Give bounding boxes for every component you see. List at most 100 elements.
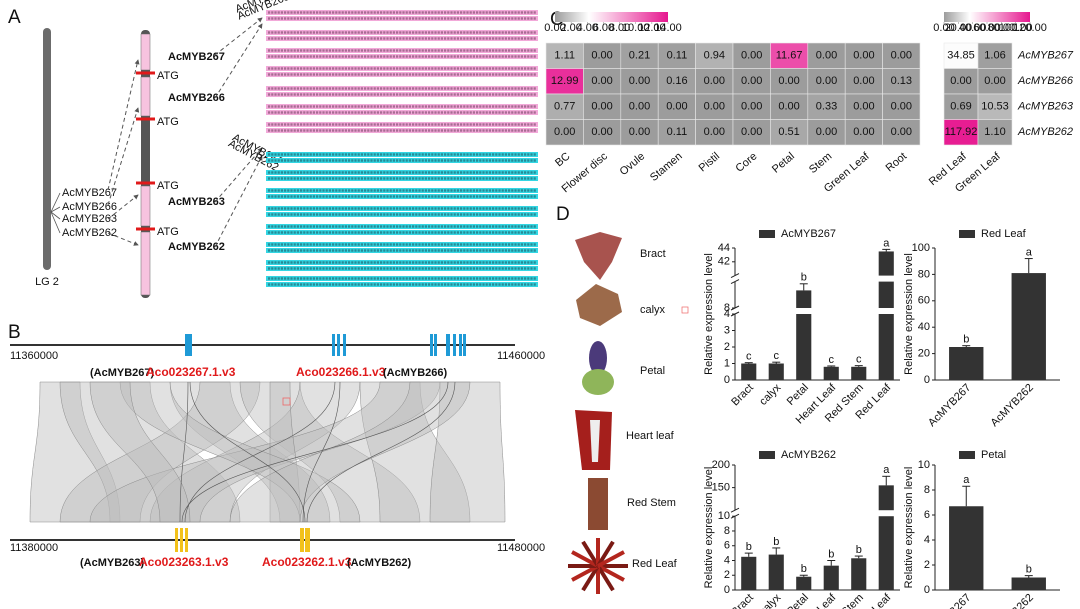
sequence-glyph	[300, 55, 303, 58]
sequence-glyph	[418, 11, 421, 14]
sequence-glyph	[399, 17, 402, 20]
sequence-glyph	[316, 153, 319, 156]
sequence-glyph	[303, 93, 306, 96]
sequence-glyph	[447, 73, 450, 76]
sequence-glyph	[306, 159, 309, 162]
sequence-glyph	[360, 177, 363, 180]
sequence-glyph	[348, 267, 351, 270]
sequence-glyph	[450, 243, 453, 246]
sequence-glyph	[364, 105, 367, 108]
sequence-glyph	[290, 129, 293, 132]
sequence-glyph	[498, 249, 501, 252]
sequence-glyph	[524, 17, 527, 20]
heatmap-cell	[695, 42, 734, 69]
sequence-glyph	[383, 17, 386, 20]
sequence-glyph	[412, 195, 415, 198]
sequence-glyph	[328, 111, 331, 114]
sequence-glyph	[360, 87, 363, 90]
sequence-glyph	[293, 129, 296, 132]
sequence-glyph	[463, 111, 466, 114]
sequence-glyph	[495, 37, 498, 40]
sequence-glyph	[383, 105, 386, 108]
sequence-glyph	[530, 37, 533, 40]
sequence-glyph	[440, 213, 443, 216]
sequence-glyph	[456, 55, 459, 58]
sequence-glyph	[325, 73, 328, 76]
sequence-glyph	[300, 105, 303, 108]
sequence-glyph	[520, 31, 523, 34]
sequence-glyph	[456, 105, 459, 108]
sequence-glyph	[504, 243, 507, 246]
sequence-glyph	[399, 129, 402, 132]
gene	[300, 528, 304, 552]
y-tick-label: 4	[924, 534, 930, 546]
cell-label: 0.00	[778, 75, 799, 87]
sequence-glyph	[463, 159, 466, 162]
sequence-glyph	[396, 231, 399, 234]
sequence-glyph	[444, 55, 447, 58]
sequence-glyph	[367, 277, 370, 280]
cell-label: 0.11	[667, 50, 688, 62]
sequence-glyph	[277, 243, 280, 246]
sequence-glyph	[418, 111, 421, 114]
sequence-glyph	[469, 231, 472, 234]
sequence-glyph	[360, 213, 363, 216]
sequence-glyph	[508, 207, 511, 210]
sequence-glyph	[504, 93, 507, 96]
sequence-glyph	[360, 49, 363, 52]
sequence-glyph	[485, 11, 488, 14]
sequence-glyph	[472, 55, 475, 58]
sequence-glyph	[524, 73, 527, 76]
sequence-glyph	[437, 73, 440, 76]
sequence-glyph	[524, 267, 527, 270]
sequence-glyph	[293, 225, 296, 228]
sequence-glyph	[373, 249, 376, 252]
sequence-glyph	[466, 111, 469, 114]
sequence-glyph	[501, 31, 504, 34]
sequence-glyph	[300, 171, 303, 174]
sequence-glyph	[431, 283, 434, 286]
sequence-glyph	[431, 207, 434, 210]
sequence-glyph	[386, 267, 389, 270]
sequence-glyph	[479, 73, 482, 76]
sequence-glyph	[472, 231, 475, 234]
sample-image	[571, 550, 599, 568]
sequence-glyph	[492, 189, 495, 192]
sequence-glyph	[501, 37, 504, 40]
sequence-glyph	[479, 159, 482, 162]
sequence-glyph	[322, 195, 325, 198]
sequence-glyph	[284, 225, 287, 228]
sequence-glyph	[492, 231, 495, 234]
sequence-glyph	[514, 225, 517, 228]
sequence-glyph	[485, 105, 488, 108]
sequence-glyph	[396, 49, 399, 52]
sequence-glyph	[399, 11, 402, 14]
sequence-glyph	[527, 129, 530, 132]
sequence-glyph	[293, 37, 296, 40]
sequence-glyph	[370, 207, 373, 210]
sequence-glyph	[271, 277, 274, 280]
sequence-glyph	[488, 153, 491, 156]
sequence-glyph	[424, 55, 427, 58]
sequence-glyph	[520, 37, 523, 40]
sequence-glyph	[290, 283, 293, 286]
sequence-glyph	[392, 105, 395, 108]
sequence-glyph	[431, 231, 434, 234]
sequence-glyph	[392, 243, 395, 246]
sequence-glyph	[332, 93, 335, 96]
sequence-glyph	[303, 231, 306, 234]
sequence-glyph	[386, 111, 389, 114]
sequence-glyph	[399, 283, 402, 286]
sequence-glyph	[495, 249, 498, 252]
sequence-glyph	[514, 49, 517, 52]
sequence-glyph	[277, 49, 280, 52]
sequence-glyph	[482, 177, 485, 180]
sequence-glyph	[354, 49, 357, 52]
sequence-glyph	[434, 207, 437, 210]
sequence-glyph	[476, 231, 479, 234]
sequence-glyph	[271, 55, 274, 58]
sequence-glyph	[268, 261, 271, 264]
sequence-glyph	[501, 73, 504, 76]
sequence-glyph	[476, 11, 479, 14]
sequence-glyph	[325, 31, 328, 34]
